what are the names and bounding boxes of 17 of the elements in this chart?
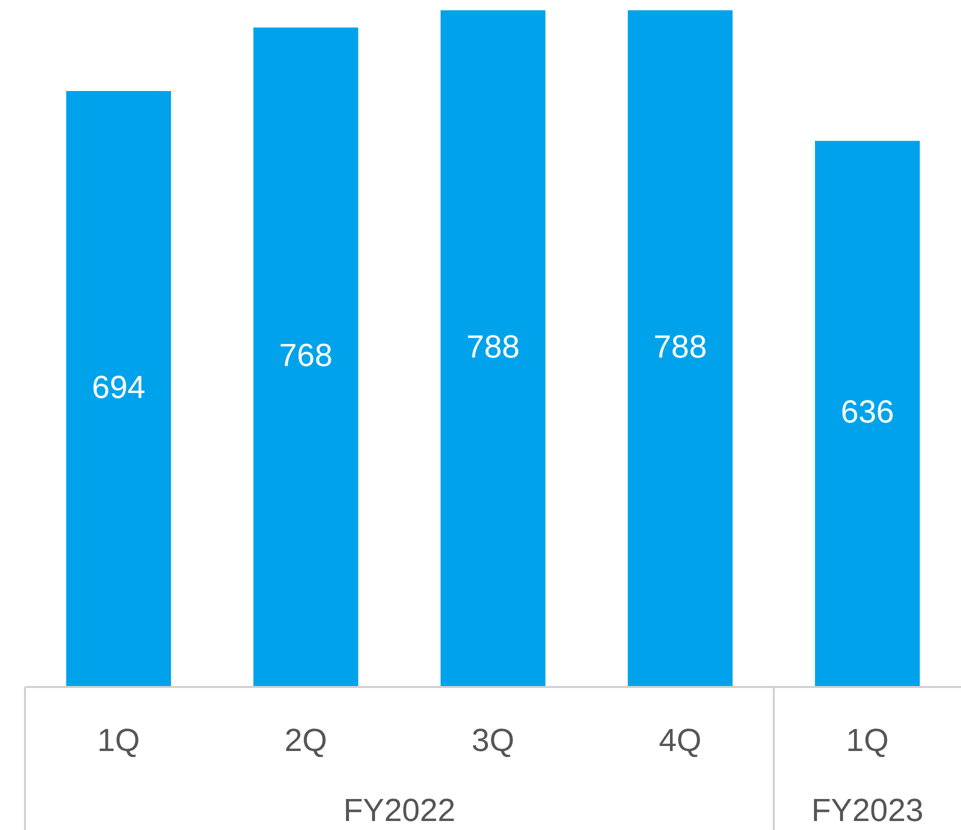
bar [628,10,733,687]
bar [814,140,920,687]
x-tick-label: 1Q [97,722,140,758]
data-label: 636 [840,394,894,430]
data-label: 768 [279,337,332,374]
x-tick-label: 1Q [846,722,889,758]
data-label: 788 [654,328,707,364]
text: FY2022 [343,792,456,828]
x-tick-label: 2Q [284,722,328,758]
bar [440,10,546,687]
data-label: 694 [92,368,146,405]
data-label: 788 [466,328,520,364]
x-tick-label: 4Q [658,722,702,758]
bar [66,91,172,687]
text: FY2023 [811,792,924,828]
x-tick-label: 3Q [472,722,514,758]
bar [253,27,358,687]
